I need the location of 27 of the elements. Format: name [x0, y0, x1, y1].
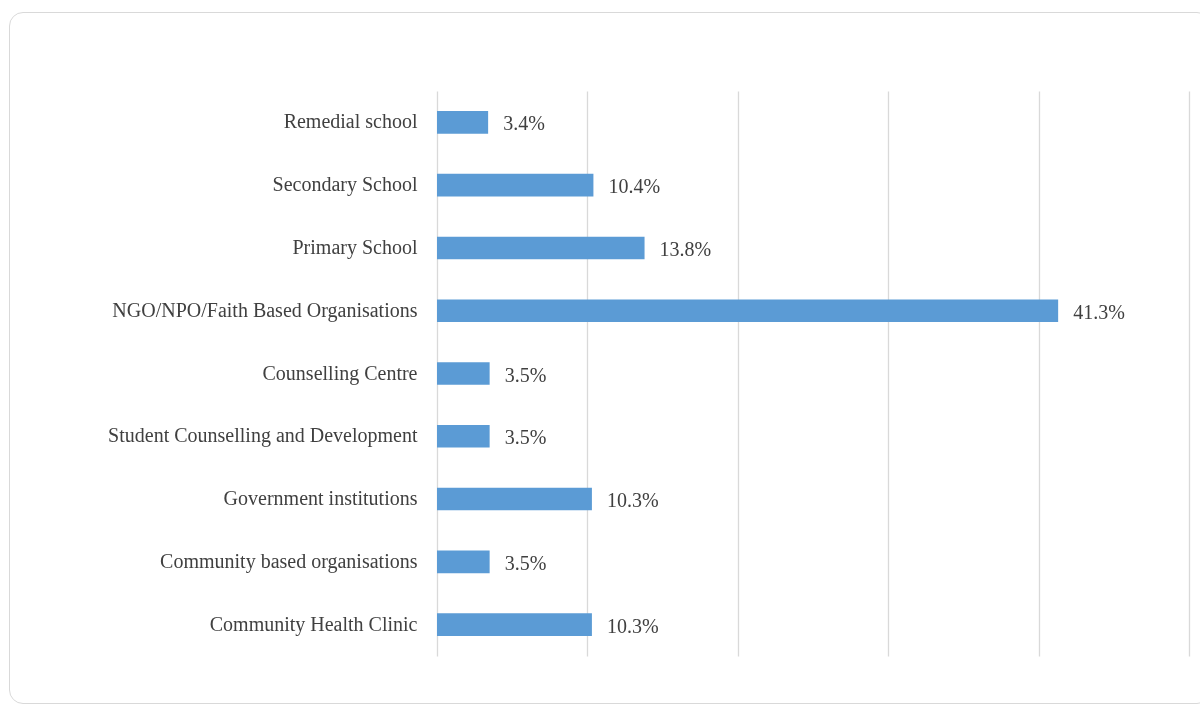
bar: [437, 236, 645, 260]
y-tick-label: Student Counselling and Development: [108, 424, 418, 448]
y-tick-label: Government institutions: [223, 487, 418, 510]
bar: [437, 173, 594, 197]
bar: [437, 299, 1059, 323]
data-label: 3.4%: [503, 112, 545, 135]
data-label: 10.3%: [606, 489, 659, 512]
y-tick-label: Counselling Centre: [262, 361, 418, 385]
y-tick-label: Primary School: [292, 235, 418, 259]
data-label: 3.5%: [504, 426, 547, 449]
data-label: 13.8%: [659, 237, 712, 260]
bar: [437, 613, 592, 636]
y-tick-label: Community Health Clinic: [209, 612, 418, 636]
data-label: 3.5%: [504, 363, 547, 386]
bar: [437, 487, 592, 511]
data-label: 41.3%: [1073, 300, 1125, 323]
bar: [437, 362, 490, 385]
bar: [437, 550, 490, 574]
bar: [437, 111, 489, 134]
bar: [437, 424, 490, 448]
y-tick-label: Remedial school: [283, 110, 418, 133]
y-tick-label: Secondary School: [272, 173, 418, 197]
y-tick-label: NGO/NPO/Faith Based Organisations: [112, 298, 418, 322]
data-label: 10.4%: [608, 175, 661, 198]
data-label: 3.5%: [504, 551, 547, 574]
y-tick-label: Community based organisations: [160, 549, 418, 573]
data-label: 10.3%: [606, 614, 659, 637]
